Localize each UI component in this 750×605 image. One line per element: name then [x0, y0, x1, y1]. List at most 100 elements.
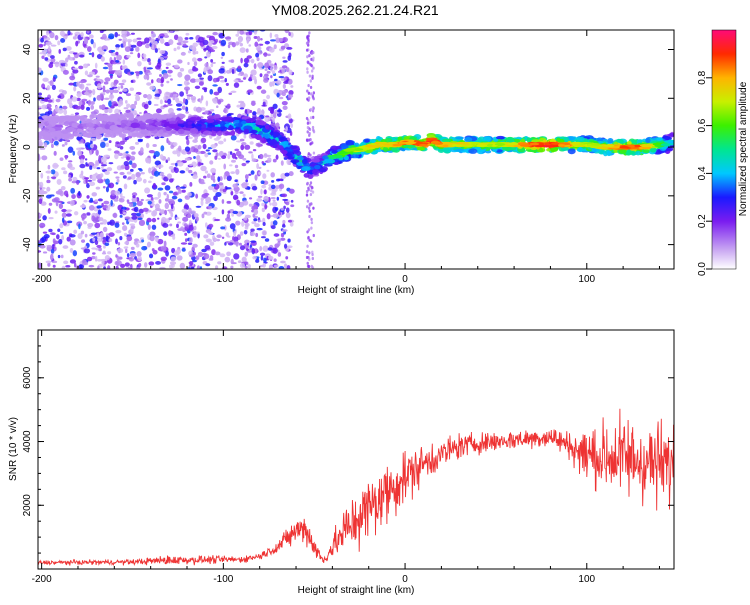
spectrogram-speckle	[128, 160, 133, 165]
spectrogram-speckle	[233, 79, 239, 83]
spectrogram-ridge-core	[404, 141, 416, 145]
spectrogram-y-tick-label: 0	[22, 144, 33, 150]
spectrogram-speckle	[57, 254, 61, 259]
spectrogram-ridge-cell	[219, 116, 229, 121]
spectrogram-speckle	[216, 234, 222, 239]
spectrogram-speckle	[312, 91, 316, 95]
spectrogram-speckle	[249, 231, 256, 237]
spectrogram-speckle	[234, 179, 238, 183]
spectrogram-speckle	[124, 262, 130, 267]
spectrogram-speckle	[280, 232, 285, 238]
spectrogram-speckle	[53, 140, 59, 146]
spectrogram-speckle	[307, 138, 311, 142]
spectrogram-speckle	[209, 160, 214, 165]
spectrogram-speckle	[123, 107, 129, 110]
spectrogram-speckle	[89, 165, 93, 170]
spectrogram-ridge-cell	[286, 153, 293, 157]
spectrogram-y-tick-label: -20	[22, 188, 33, 203]
spectrogram-speckle	[49, 80, 54, 87]
spectrogram-ridge-cell	[50, 121, 57, 126]
spectrogram-speckle	[189, 36, 194, 40]
spectrogram-speckle	[41, 104, 48, 110]
spectrogram-speckle	[64, 62, 68, 67]
spectrogram-speckle	[169, 261, 177, 265]
spectrogram-speckle	[96, 237, 104, 242]
spectrogram-speckle	[219, 176, 223, 182]
spectrogram-speckle	[91, 51, 95, 58]
spectrogram-speckle	[310, 217, 313, 221]
spectrogram-speckle	[140, 198, 144, 202]
spectrogram-speckle	[258, 171, 262, 175]
spectrogram-speckle	[52, 238, 56, 244]
spectrogram-speckle	[131, 173, 136, 180]
spectrogram-ridge-cell	[468, 148, 478, 154]
spectrogram-ridge-cell	[656, 137, 663, 142]
spectrogram-speckle	[265, 154, 272, 157]
colorbar-gradient	[711, 29, 737, 270]
spectrogram-speckle	[184, 74, 191, 81]
spectrogram-speckle	[120, 206, 127, 210]
spectrogram-ridge-cell	[255, 119, 265, 126]
spectrogram-speckle	[134, 71, 141, 74]
spectrogram-ridge-cell	[627, 141, 632, 146]
spectrogram-speckle	[200, 199, 204, 207]
spectrogram-speckle	[120, 263, 126, 268]
spectrogram-ridge-cell	[71, 122, 80, 127]
spectrogram-speckle	[305, 205, 309, 209]
spectrogram-speckle	[151, 79, 154, 84]
spectrogram-ridge-cell	[441, 138, 452, 143]
spectrogram-speckle	[206, 173, 211, 179]
spectrogram-speckle	[309, 153, 312, 157]
spectrogram-speckle	[180, 226, 184, 231]
spectrogram-speckle	[155, 108, 162, 114]
spectrogram-speckle	[104, 107, 109, 110]
spectrogram-speckle	[77, 232, 83, 239]
spectrogram-speckle	[40, 172, 44, 179]
spectrogram-speckle	[95, 247, 99, 251]
spectrogram-speckle	[95, 186, 101, 190]
spectrogram-speckle	[185, 106, 189, 113]
spectrogram-speckle	[230, 265, 234, 269]
spectrogram-speckle	[60, 38, 66, 43]
spectrogram-speckle	[87, 46, 92, 52]
spectrogram-speckle	[101, 202, 104, 207]
spectrogram-speckle	[68, 174, 72, 178]
spectrogram-speckle	[259, 73, 263, 78]
spectrogram-speckle	[272, 103, 278, 110]
spectrogram-speckle	[72, 67, 79, 70]
spectrogram-speckle	[202, 143, 207, 150]
spectrogram-speckle	[121, 33, 128, 38]
spectrogram-speckle	[170, 78, 173, 81]
spectrogram-ridge-cell	[177, 128, 185, 135]
spectrogram-speckle	[99, 232, 105, 239]
spectrogram-speckle	[111, 50, 116, 53]
spectrogram-speckle	[89, 149, 92, 156]
spectrogram-speckle	[177, 36, 183, 43]
spectrogram-speckle	[310, 185, 313, 189]
spectrogram-speckle	[282, 219, 286, 224]
spectrogram-speckle	[97, 265, 100, 269]
spectrogram-speckle	[204, 110, 209, 115]
spectrogram-speckle	[210, 58, 214, 63]
spectrogram-speckle	[51, 143, 54, 149]
spectrogram-speckle	[168, 178, 174, 183]
spectrogram-speckle	[181, 247, 186, 252]
spectrogram-ridge-core	[660, 143, 670, 147]
spectrogram-speckle	[168, 217, 172, 221]
spectrogram-speckle	[194, 78, 201, 83]
spectrogram-speckle	[87, 99, 92, 106]
spectrogram-speckle	[309, 107, 313, 111]
spectrogram-ridge-cell	[506, 137, 515, 143]
spectrogram-speckle	[99, 105, 103, 110]
spectrogram-ridge-cell	[606, 150, 612, 157]
spectrogram-speckle	[83, 91, 90, 96]
spectrogram-speckle	[199, 150, 206, 155]
spectrogram-speckle	[61, 144, 65, 147]
spectrogram-speckle	[101, 259, 105, 265]
spectrogram-ridge-cell	[483, 136, 492, 142]
spectrogram-speckle	[127, 266, 132, 269]
spectrogram-ridge-cell	[72, 116, 81, 120]
spectrogram-ridge-cell	[81, 131, 89, 136]
spectrogram-speckle	[125, 151, 129, 154]
spectrogram-speckle	[281, 65, 288, 69]
